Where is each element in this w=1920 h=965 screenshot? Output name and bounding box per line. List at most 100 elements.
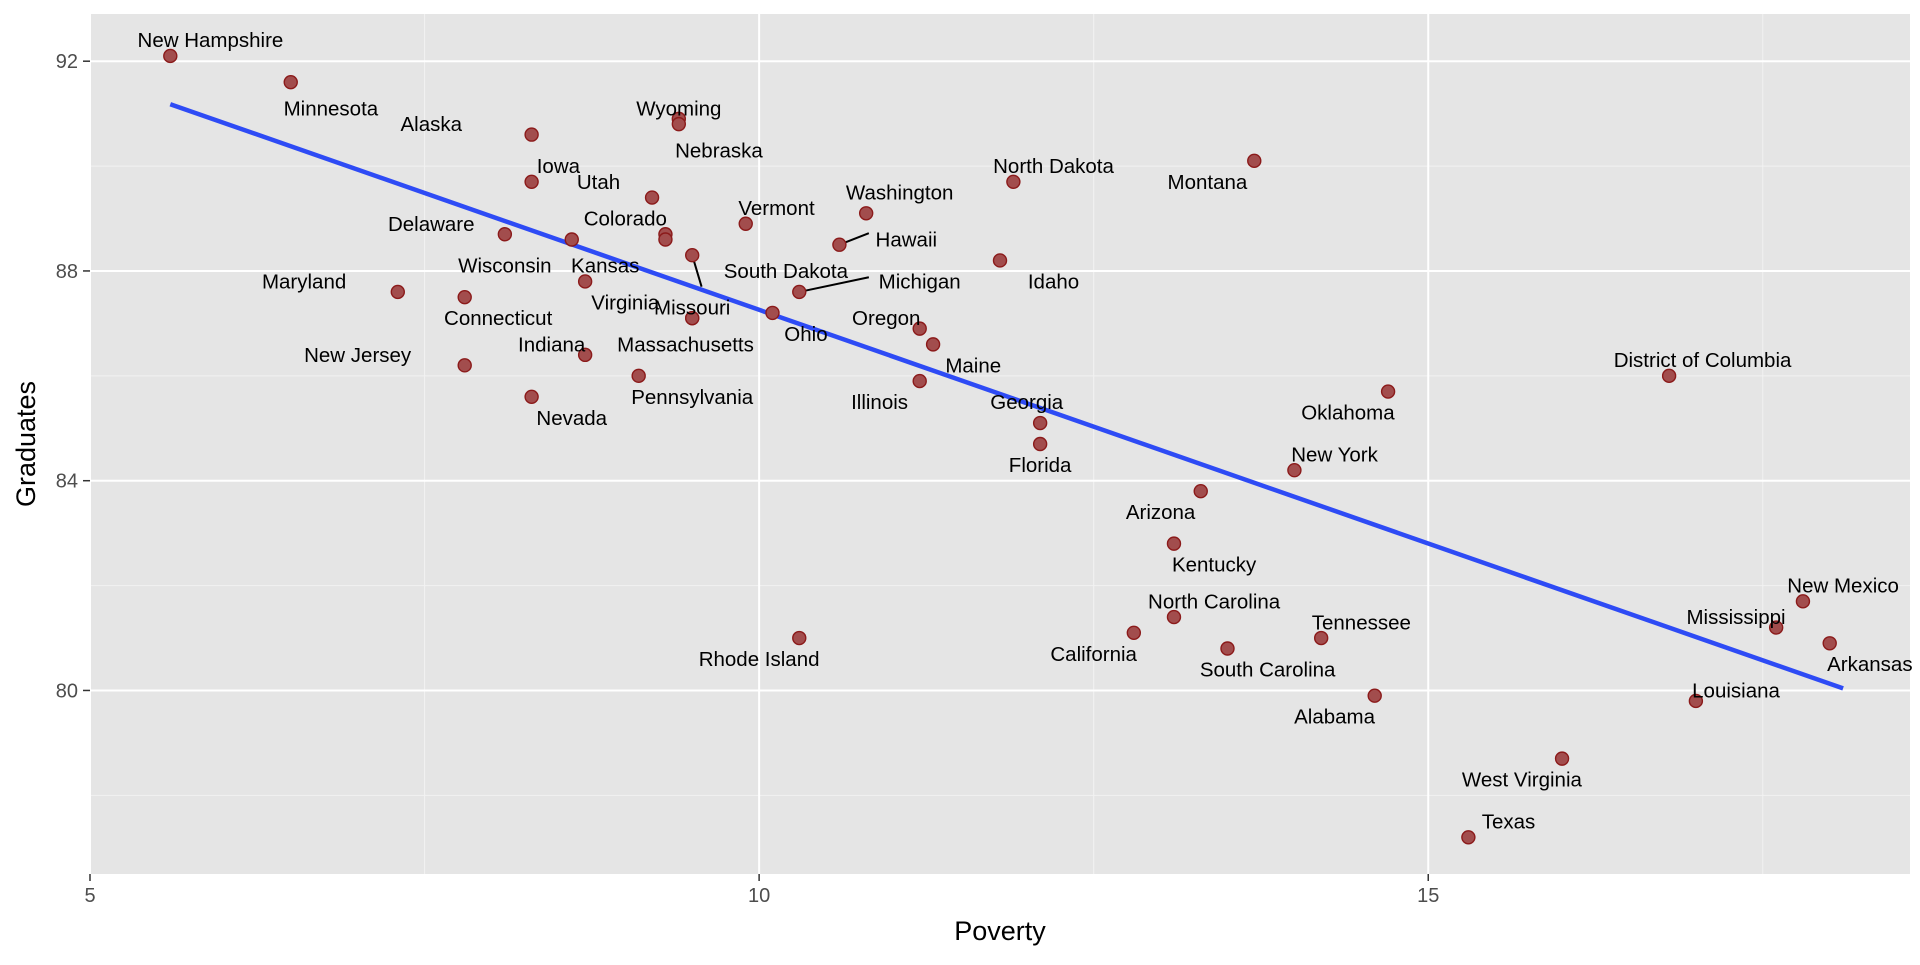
point-label-new-jersey: New Jersey [304,344,412,367]
data-point-maryland [390,284,405,300]
x-tick-label: 15 [1417,885,1439,907]
data-point-arizona [1193,483,1208,499]
axis-layer: 5 10 15 80 84 88 92 [56,51,1440,907]
data-point-district-of-columbia [1661,368,1677,384]
y-tick-label: 92 [56,51,78,73]
data-point-idaho [992,253,1008,268]
point-label-utah: Utah [577,171,620,194]
y-tick-label: 80 [56,680,78,702]
major-grid [89,14,1910,874]
data-point-washington [858,206,874,221]
point-label-georgia: Georgia [990,391,1064,414]
data-point-maine [925,337,941,352]
x-axis-title: Poverty [954,916,1046,946]
point-label-idaho: Idaho [1028,270,1079,293]
data-point-delaware [497,227,513,242]
leader-line-michigan [799,276,870,293]
point-label-alabama: Alabama [1294,706,1376,729]
point-label-arkansas: Arkansas [1827,653,1912,676]
data-point-louisiana [1688,693,1704,709]
point-label-iowa: Iowa [537,155,581,178]
point-label-oregon: Oregon [852,307,920,330]
point-label-rhode-island: Rhode Island [699,648,820,671]
y-tick-label: 84 [56,471,78,493]
data-point-new-hampshire [163,48,178,64]
data-point-oklahoma [1380,384,1396,399]
data-point-connecticut [457,289,472,305]
point-label-massachusetts: Massachusetts [617,333,754,356]
data-point-tennessee [1313,630,1329,646]
data-point-illinois [912,373,927,389]
x-tick-label: 10 [748,885,770,907]
point-label-hawaii: Hawaii [876,228,938,251]
data-point-michigan [792,284,807,300]
point-label-pennsylvania: Pennsylvania [631,386,754,409]
point-label-new-hampshire: New Hampshire [138,29,284,52]
point-label-arizona: Arizona [1126,501,1196,524]
point-label-wisconsin: Wisconsin [458,255,551,278]
data-point-alabama [1367,688,1382,703]
point-label-north-dakota: North Dakota [993,155,1114,178]
point-label-nebraska: Nebraska [675,139,763,162]
label-layer: New Hampshire Minnesota Alaska Iowa Wyoming N… [138,29,1913,833]
point-label-tennessee: Tennessee [1312,611,1411,634]
data-point-north-dakota [1006,174,1021,190]
point-label-district-of-columbia: District of Columbia [1614,349,1792,372]
point-label-kentucky: Kentucky [1172,554,1257,577]
data-point-kansas [658,232,673,247]
point-label-west-virginia: West Virginia [1462,769,1583,792]
point-label-maine: Maine [945,354,1001,377]
point-label-texas: Texas [1482,811,1536,834]
plot-panel [90,14,1910,874]
data-point-texas [1461,830,1476,845]
data-point-west-virginia [1554,751,1570,766]
data-point-north-carolina [1166,609,1182,625]
point-label-ohio: Ohio [784,323,827,346]
point-label-missouri: Missouri [654,297,730,320]
point-label-minnesota: Minnesota [284,97,379,120]
data-point-hawaii [832,237,847,252]
data-point-mississippi [1768,620,1784,635]
data-point-south-dakota [685,248,700,263]
data-point-wisconsin [564,232,579,247]
point-label-montana: Montana [1168,171,1248,194]
point-label-illinois: Illinois [851,391,908,414]
data-point-minnesota [283,74,298,90]
point-label-south-carolina: South Carolina [1200,658,1336,681]
point-label-south-dakota: South Dakota [724,260,849,283]
data-point-pennsylvania [631,368,646,384]
data-point-kentucky [1166,536,1182,551]
point-label-virginia: Virginia [591,291,660,314]
data-point-nevada [524,389,539,405]
point-label-washington: Washington [846,181,954,204]
data-point-south-carolina [1220,641,1235,656]
point-label-louisiana: Louisiana [1692,679,1780,702]
point-label-oklahoma: Oklahoma [1301,402,1395,425]
point-label-connecticut: Connecticut [444,307,553,330]
data-point-montana [1247,153,1262,169]
x-tick-label: 5 [84,885,95,907]
data-point-virginia [577,274,593,289]
data-point-new-york [1287,463,1302,478]
point-label-colorado: Colorado [584,208,667,231]
point-label-vermont: Vermont [738,197,815,220]
minor-grid [90,14,1910,874]
point-label-north-carolina: North Carolina [1148,590,1281,613]
data-point-iowa [524,174,539,190]
data-point-florida [1032,436,1048,452]
point-label-kansas: Kansas [571,255,639,278]
data-point-ohio [765,305,780,321]
point-label-michigan: Michigan [879,270,961,293]
data-point-california [1126,625,1142,640]
trend-layer [169,102,1844,691]
point-label-maryland: Maryland [262,270,346,293]
data-point-indiana [577,347,593,363]
data-point-arkansas [1822,636,1837,651]
point-label-new-mexico: New Mexico [1787,575,1899,598]
data-point-alaska [524,127,539,142]
point-label-new-york: New York [1291,443,1378,466]
y-axis-title: Graduates [11,381,41,507]
point-label-nevada: Nevada [536,407,607,430]
